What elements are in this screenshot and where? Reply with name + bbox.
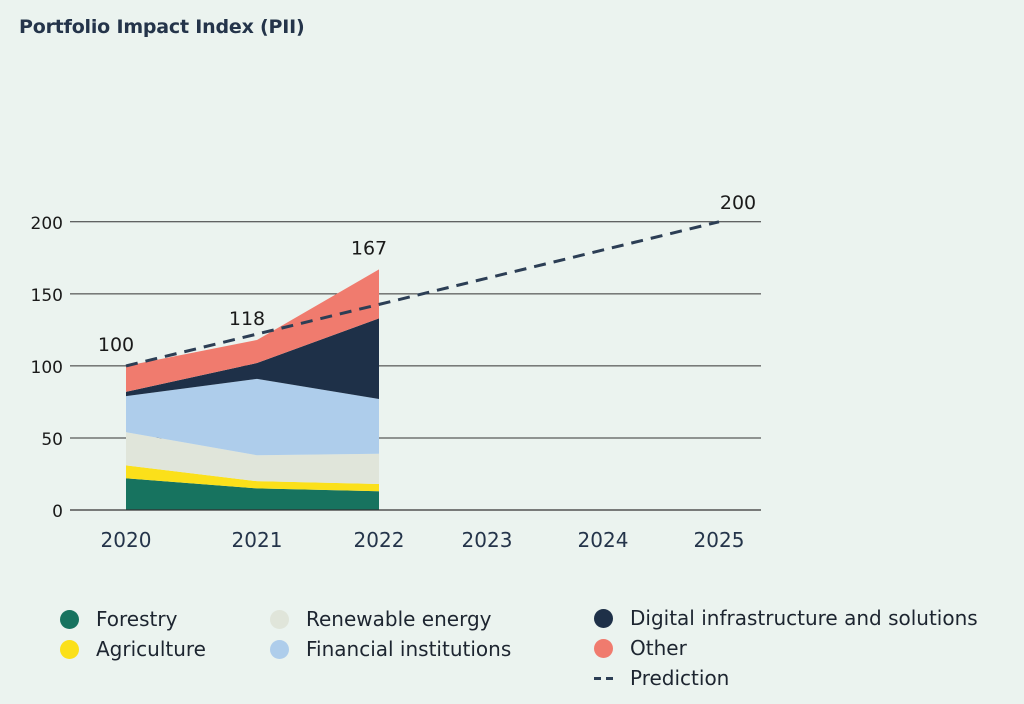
- area-forestry: [126, 478, 379, 510]
- total-label: 118: [229, 308, 265, 330]
- chart-title: Portfolio Impact Index (PII): [19, 16, 305, 38]
- total-label: 167: [351, 237, 387, 259]
- area-financial: [126, 378, 379, 456]
- y-tick-label: 150: [31, 286, 63, 306]
- x-tick-label: 2021: [232, 528, 283, 552]
- area-renewable: [126, 432, 379, 485]
- x-tick-label: 2024: [578, 528, 629, 552]
- y-tick-label: 100: [31, 358, 63, 378]
- x-tick-label: 2022: [354, 528, 405, 552]
- x-tick-label: 2020: [101, 528, 152, 552]
- area-digital: [126, 318, 379, 400]
- x-tick-label: 2023: [462, 528, 513, 552]
- y-tick-label: 200: [31, 214, 63, 234]
- prediction-end-label: 200: [720, 192, 756, 214]
- area-agriculture: [126, 465, 379, 492]
- x-tick-label: 2025: [694, 528, 745, 552]
- y-tick-label: 50: [41, 430, 63, 450]
- y-tick-label: 0: [52, 502, 63, 522]
- prediction-line: [125, 220, 720, 368]
- area-other: [126, 269, 379, 392]
- total-label: 100: [98, 334, 134, 356]
